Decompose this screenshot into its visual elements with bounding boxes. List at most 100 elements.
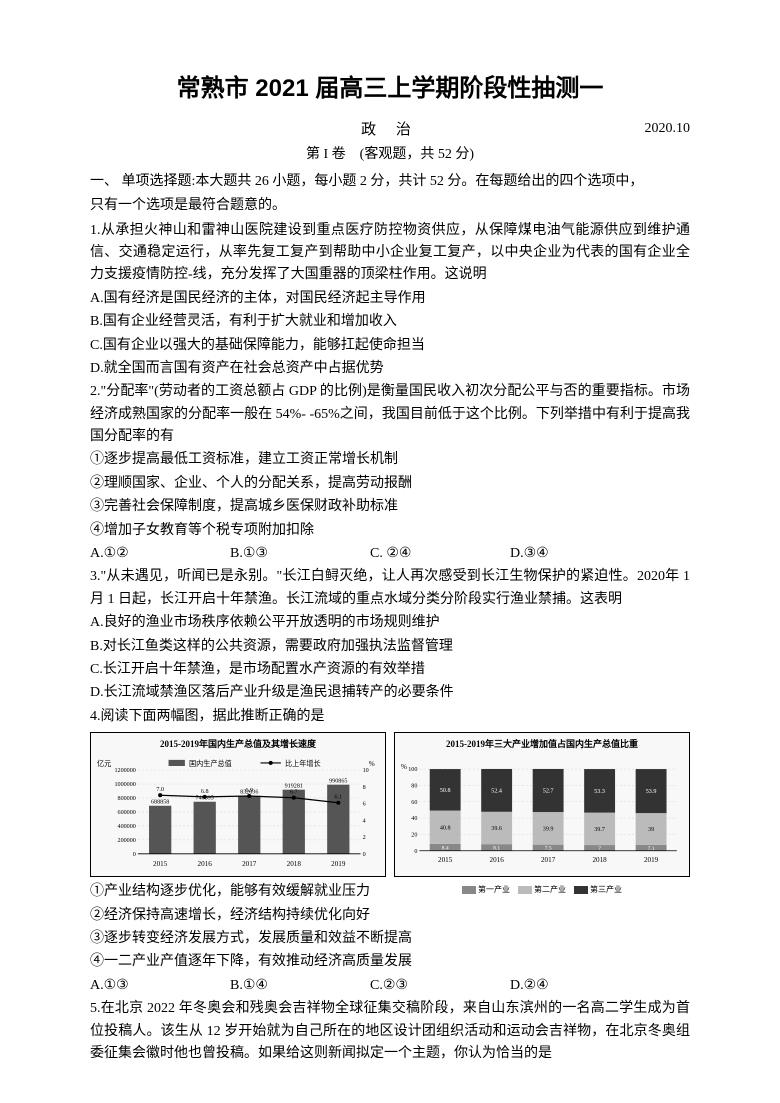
legend-secondary: 第二产业 [518,884,566,897]
svg-text:1000000: 1000000 [114,782,135,788]
legend-primary-label: 第一产业 [478,884,510,897]
svg-text:0: 0 [133,851,136,857]
svg-text:6.8: 6.8 [201,788,209,794]
svg-text:比上年增长: 比上年增长 [285,759,321,768]
svg-text:40.8: 40.8 [440,825,451,831]
svg-text:100: 100 [408,767,417,773]
svg-text:52.4: 52.4 [491,788,502,794]
svg-text:7.0: 7.0 [156,787,164,793]
svg-text:2018: 2018 [592,856,607,864]
svg-text:国内生产总值: 国内生产总值 [189,759,232,768]
q4-sub-2: ②经济保持高速增长，经济结构持续优化向好 [90,905,690,927]
svg-text:688858: 688858 [151,799,169,805]
q2-option-a: A.①② [90,543,230,565]
q3-option-a: A.良好的渔业市场秩序依赖公平开放透明的市场规则维护 [90,612,690,634]
q3-text: 3."从未遇见，听闻已是永别。"长江白鲟灭绝，让人再次感受到长江生物保护的紧迫性… [90,566,690,611]
svg-text:400000: 400000 [118,824,136,830]
subtitle-row: 政 治 2020.10 [90,118,690,142]
svg-text:600000: 600000 [118,810,136,816]
q2-sub-1: ①逐步提高最低工资标准，建立工资正常增长机制 [90,449,690,471]
subject: 政 治 [361,118,419,142]
svg-text:39: 39 [648,827,654,833]
swatch-secondary [518,886,532,894]
legend-tertiary: 第三产业 [574,884,622,897]
q2-sub-2: ②理顺国家、企业、个人的分配关系，提高劳动报酬 [90,473,690,495]
svg-text:60: 60 [411,799,417,805]
chart-1-svg: 国内生产总值比上年增长亿元%02000004000006000008000001… [95,754,381,874]
q3-option-d: D.长江流域禁渔区落后产业升级是渔民退捕转产的必要条件 [90,682,690,704]
svg-text:39.6: 39.6 [491,826,502,832]
svg-text:2015: 2015 [438,856,453,864]
svg-text:80: 80 [411,783,417,789]
svg-text:2017: 2017 [242,860,257,868]
chart-2-title: 2015-2019年三大产业增加值占国内生产总值比重 [399,737,685,751]
svg-text:0: 0 [414,848,417,854]
svg-text:2: 2 [363,835,366,841]
charts-row: 2015-2019年国内生产总值及其增长速度 国内生产总值比上年增长亿元%020… [90,732,690,877]
svg-text:39.9: 39.9 [543,826,554,832]
svg-text:40: 40 [411,816,417,822]
svg-text:1200000: 1200000 [114,768,135,774]
svg-text:6.7: 6.7 [290,789,298,795]
exam-date: 2020.10 [645,118,691,140]
svg-text:52.7: 52.7 [543,788,554,794]
q4-option-d: D.②④ [510,975,650,997]
swatch-tertiary [574,886,588,894]
q1-option-b: B.国有企业经营灵活，有利于扩大就业和增加收入 [90,311,690,333]
svg-text:0: 0 [363,851,366,857]
svg-text:200000: 200000 [118,837,136,843]
svg-text:%: % [401,763,407,771]
legend-primary: 第一产业 [462,884,510,897]
q2-sub-3: ③完善社会保障制度，提高城乡医保财政补助标准 [90,496,690,518]
q1-text: 1.从承担火神山和雷神山医院建设到重点医疗防控物资供应，从保障煤电油气能源供应到… [90,220,690,287]
q4-option-b: B.①④ [230,975,370,997]
svg-text:6: 6 [363,801,366,807]
page-title: 常熟市 2021 届高三上学期阶段性抽测一 [90,70,690,108]
chart-1-box: 2015-2019年国内生产总值及其增长速度 国内生产总值比上年增长亿元%020… [90,732,386,877]
chart-2-svg: %0204060801008.440.850.820158.139.652.42… [399,754,685,874]
q4-option-c: C.②③ [370,975,510,997]
svg-text:39.7: 39.7 [594,826,605,832]
q4-intro: 4.阅读下面两幅图，据此推断正确的是 [90,706,690,728]
svg-text:6.1: 6.1 [334,794,342,800]
q4-options: A.①③ B.①④ C.②③ D.②④ [90,975,690,997]
legend-tertiary-label: 第三产业 [590,884,622,897]
q2-sub-4: ④增加子女教育等个税专项附加扣除 [90,520,690,542]
q3-option-c: C.长江开启十年禁渔，是市场配置水产资源的有效举措 [90,659,690,681]
svg-text:53.3: 53.3 [594,788,605,794]
legend-secondary-label: 第二产业 [534,884,566,897]
svg-text:2015: 2015 [153,860,168,868]
q4-sub-3: ③逐步转变经济发展方式，发展质量和效益不断提高 [90,928,690,950]
q4-option-a: A.①③ [90,975,230,997]
q2-option-b: B.①③ [230,543,370,565]
q2-option-d: D.③④ [510,543,650,565]
q3-option-b: B.对长江鱼类这样的公共资源，需要政府加强执法监督管理 [90,636,690,658]
instruction-line-2: 只有一个选项是最符合题意的。 [90,195,690,217]
svg-text:2016: 2016 [198,860,213,868]
q1-option-d: D.就全国而言国有资产在社会总资产中占据优势 [90,358,690,380]
chart-2-legend: 第一产业 第二产业 第三产业 [399,884,685,897]
q2-options: A.①② B.①③ C. ②④ D.③④ [90,543,690,565]
svg-text:2019: 2019 [644,856,659,864]
svg-text:2018: 2018 [287,860,302,868]
svg-text:2017: 2017 [541,856,556,864]
q5-text: 5.在北京 2022 年冬奥会和残奥会吉祥物全球征集交稿阶段，来自山东滨州的一名… [90,998,690,1065]
svg-text:8: 8 [363,784,366,790]
q1-option-c: C.国有企业以强大的基础保障能力，能够扛起使命担当 [90,335,690,357]
instruction-line-1: 一、 单项选择题:本大题共 26 小题，每小题 2 分，共计 52 分。在每题给… [90,171,690,193]
chart-1-title: 2015-2019年国内生产总值及其增长速度 [95,737,381,751]
q2-option-c: C. ②④ [370,543,510,565]
svg-text:990865: 990865 [329,778,347,784]
chart-2-box: 2015-2019年三大产业增加值占国内生产总值比重 %020406080100… [394,732,690,877]
q4-sub-4: ④一二产业产值逐年下降，有效推动经济高质量发展 [90,951,690,973]
svg-text:4: 4 [363,818,366,824]
svg-text:亿元: 亿元 [97,759,111,768]
q2-text: 2."分配率"(劳动者的工资总额占 GDP 的比例)是衡量国民收入初次分配公平与… [90,381,690,448]
svg-text:2019: 2019 [331,860,346,868]
section-header: 第 I 卷 (客观题，共 52 分) [90,144,690,166]
svg-text:10: 10 [363,768,369,774]
svg-text:800000: 800000 [118,796,136,802]
svg-text:53.9: 53.9 [646,789,657,795]
svg-text:6.9: 6.9 [245,788,253,794]
svg-text:2016: 2016 [490,856,505,864]
